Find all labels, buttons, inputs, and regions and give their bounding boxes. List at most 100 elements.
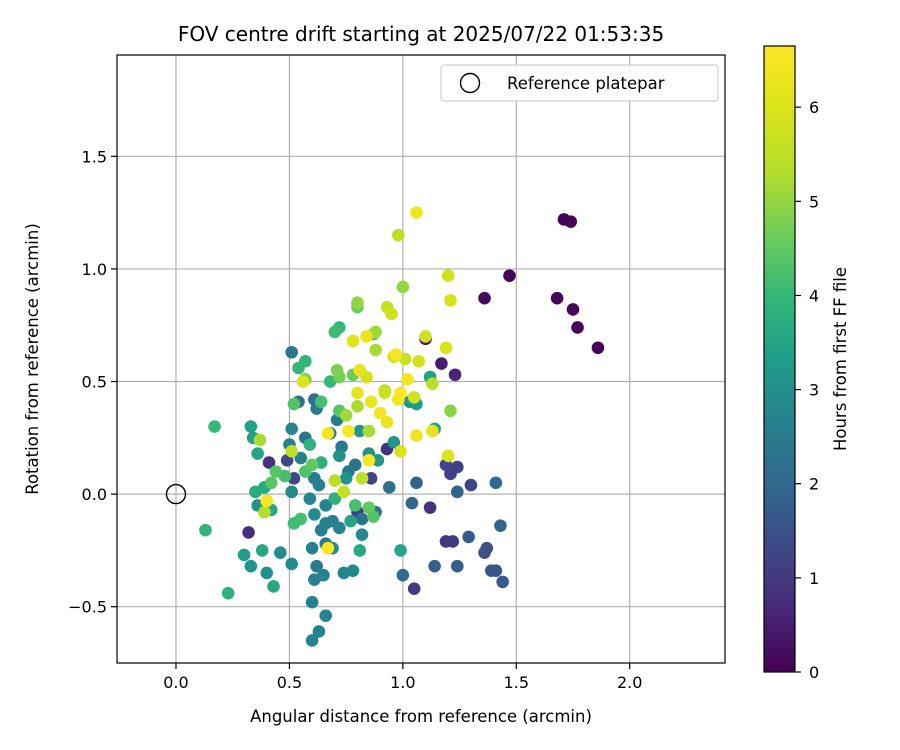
scatter-point <box>285 345 298 359</box>
scatter-point <box>478 291 491 305</box>
scatter-point <box>269 465 283 478</box>
scatter-point <box>503 269 516 282</box>
colorbar-tick-label: 2 <box>809 475 819 494</box>
legend-reference-marker <box>459 72 481 94</box>
scatter-point <box>364 472 378 485</box>
scatter-point <box>441 449 455 463</box>
scatter-point <box>369 343 382 357</box>
reference-platepar-marker <box>165 483 187 505</box>
y-tick-label: 1.5 <box>82 147 107 166</box>
scatter-point <box>330 363 344 377</box>
scatter-point <box>312 625 326 638</box>
y-tick-label: 1.0 <box>82 260 107 279</box>
scatter-point <box>285 485 298 499</box>
reference-marker-layer <box>165 483 187 505</box>
scatter-point <box>394 386 407 400</box>
scatter-point <box>328 492 342 505</box>
scatter-point <box>351 399 364 413</box>
scatter-point <box>260 494 274 508</box>
plot-frame <box>116 54 726 664</box>
scatter-point <box>362 454 376 467</box>
scatter-point <box>353 544 367 557</box>
scatter-point <box>337 485 351 499</box>
scatter-point <box>294 451 308 465</box>
x-axis-ticks: 0.0 0.5 1.0 1.5 2.0 <box>163 663 642 692</box>
scatter-point <box>407 582 421 595</box>
scatter-point <box>260 566 274 580</box>
colorbar-tick-label: 4 <box>809 286 819 305</box>
scatter-point <box>317 568 330 582</box>
scatter-point <box>428 559 441 573</box>
scatter-point <box>423 501 437 514</box>
colorbar-label: Hours from first FF file <box>831 267 850 451</box>
scatter-point <box>396 568 410 582</box>
scatter-point <box>496 575 509 589</box>
scatter-point <box>378 386 392 400</box>
legend-label-reference: Reference platepar <box>507 74 665 93</box>
scatter-point <box>382 481 396 494</box>
scatter-point <box>333 449 346 463</box>
scatter-point <box>303 438 317 451</box>
x-axis-label: Angular distance from reference (arcmin) <box>250 707 592 726</box>
scatter-point <box>444 294 457 307</box>
scatter-point <box>305 595 319 609</box>
scatter-point <box>264 476 278 490</box>
x-tick-label: 0.0 <box>163 673 188 692</box>
x-tick-label: 1.0 <box>390 673 415 692</box>
scatter-point <box>253 433 267 447</box>
legend: Reference platepar <box>440 64 719 102</box>
scatter-point <box>462 530 475 544</box>
scatter-point <box>221 586 235 600</box>
scatter-point <box>396 280 410 294</box>
scatter-point <box>405 496 419 510</box>
scatter-point <box>373 406 387 420</box>
scatter-point <box>355 528 369 541</box>
scatter-point <box>410 206 423 219</box>
scatter-point <box>328 474 342 487</box>
scatter-point <box>344 514 357 528</box>
colorbar-tick-label: 1 <box>809 569 819 588</box>
legend-box <box>440 64 719 102</box>
scatter-point <box>489 476 503 490</box>
scatter-point <box>274 546 287 559</box>
scatter-point <box>319 517 333 530</box>
y-tick-label: 0.5 <box>82 373 107 392</box>
scatter-point <box>251 447 264 460</box>
colorbar-tick-label: 0 <box>809 663 819 682</box>
scatter-point <box>319 609 333 623</box>
scatter-point <box>426 377 439 391</box>
scatter-point <box>305 458 319 472</box>
scatter-point <box>412 354 426 368</box>
scatter-point <box>394 445 407 458</box>
scatter-point <box>448 368 462 382</box>
chart-title: FOV centre drift starting at 2025/07/22 … <box>178 22 664 46</box>
scatter-point <box>339 408 353 422</box>
scatter-point <box>464 478 478 492</box>
scatter-point <box>494 519 507 532</box>
scatter-point <box>407 390 421 404</box>
scatter-point <box>571 321 584 334</box>
scatter-points <box>199 206 605 647</box>
scatter-point <box>333 521 346 535</box>
scatter-point <box>387 436 401 449</box>
scatter-point <box>435 357 448 370</box>
scatter-point <box>285 445 298 458</box>
x-tick-label: 0.5 <box>277 673 302 692</box>
scatter-point <box>305 634 319 647</box>
scatter-point <box>242 526 255 539</box>
scatter-point <box>237 548 251 562</box>
scatter-point <box>308 508 321 521</box>
scatter-point <box>285 557 298 571</box>
scatter-point <box>450 485 464 499</box>
scatter-point <box>244 420 258 433</box>
scatter-point <box>312 478 326 492</box>
scatter-point <box>258 505 271 519</box>
scatter-point <box>360 330 373 343</box>
scatter-point <box>294 512 308 526</box>
colorbar-ticks: 0 1 2 3 4 5 6 <box>795 98 819 682</box>
scatter-point <box>321 427 335 440</box>
scatter-point <box>364 395 378 409</box>
y-tick-label: 0.0 <box>82 485 107 504</box>
colorbar-tick-label: 6 <box>809 98 819 117</box>
